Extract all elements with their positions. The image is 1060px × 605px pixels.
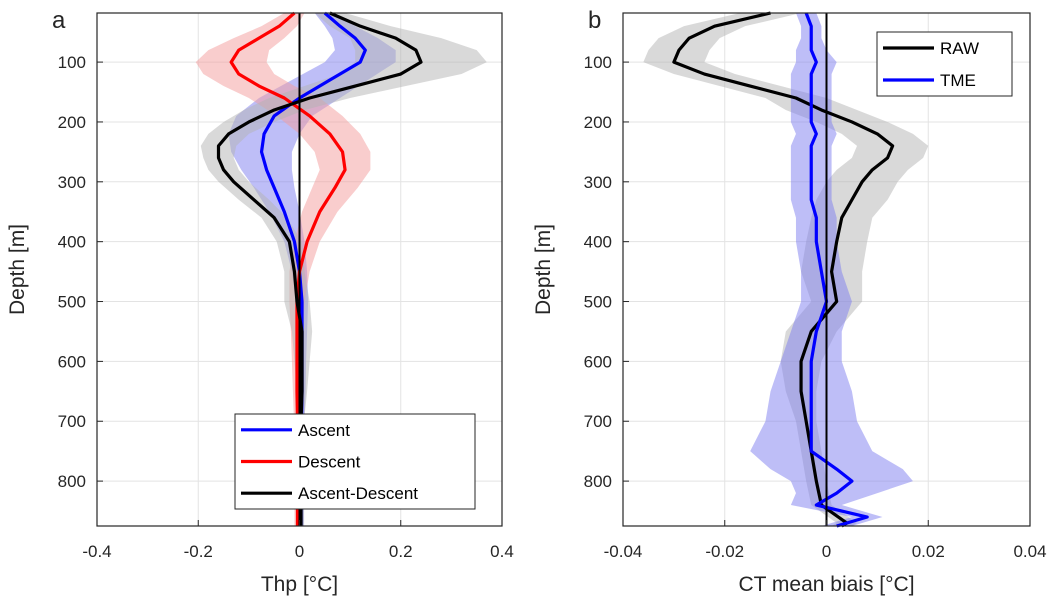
- panel-a-y-tick-label: 700: [58, 412, 86, 431]
- panel-b: -0.04 -0.02 0 0.02 0.04 100 200 300 400 500 600 700…: [532, 7, 1047, 596]
- panel-b-band-raw: [643, 13, 929, 526]
- panel-a-y-tick-label: 200: [58, 113, 86, 132]
- panel-a-legend-label: Ascent: [298, 421, 350, 440]
- panel-a-y-axis-label: Depth [m]: [6, 224, 29, 315]
- panel-a-band-descent: [195, 13, 371, 526]
- panel-a-legend-label: Ascent-Descent: [298, 484, 418, 503]
- panel-b-legend-label: TME: [940, 71, 976, 90]
- panel-b-ticks: -0.04 -0.02 0 0.02 0.04 100 200 300 400 500 600 700…: [584, 53, 1047, 561]
- panel-a-y-tick-label: 800: [58, 472, 86, 491]
- panel-a-x-tick-label: -0.4: [82, 542, 111, 561]
- panel-b-line-raw: [672, 11, 895, 528]
- panel-a-y-tick-label: 400: [58, 233, 86, 252]
- panel-b-y-tick-label: 500: [584, 293, 612, 312]
- panel-a-y-tick-label: 600: [58, 352, 86, 371]
- panel-b-x-tick-label: -0.04: [604, 542, 643, 561]
- panel-a-letter: a: [52, 7, 66, 34]
- panel-b-x-tick-label: -0.02: [705, 542, 744, 561]
- panel-a-line-ascent-descent: [216, 11, 423, 526]
- panel-b-line-tme: [804, 12, 869, 528]
- panel-a-legend-label: Descent: [298, 453, 361, 472]
- panel-b-letter: b: [588, 7, 601, 34]
- panel-b-x-tick-label: 0: [822, 542, 831, 561]
- panel-a-bands: [195, 13, 487, 526]
- panel-a-legend: Ascent Descent Ascent-Descent: [234, 413, 476, 510]
- panel-b-y-tick-label: 800: [584, 472, 612, 491]
- panel-a-y-tick-label: 300: [58, 173, 86, 192]
- panel-b-x-tick-label: 0.04: [1013, 542, 1046, 561]
- panel-b-y-tick-label: 700: [584, 412, 612, 431]
- panel-a-x-tick-label: 0.2: [389, 542, 413, 561]
- panel-a-x-tick-label: 0.4: [490, 542, 514, 561]
- panel-b-legend-label: RAW: [940, 39, 979, 58]
- panel-b-y-axis-label: Depth [m]: [532, 224, 555, 315]
- panel-b-x-tick-label: 0.02: [912, 542, 945, 561]
- panel-a-x-tick-label: -0.2: [184, 542, 213, 561]
- panel-a-band-ascent-descent: [200, 13, 487, 526]
- panel-a-x-tick-label: 0: [295, 542, 304, 561]
- panel-b-x-axis-label: CT mean biais [°C]: [738, 573, 914, 596]
- panel-b-y-tick-label: 100: [584, 53, 612, 72]
- panel-a-band-ascent: [228, 13, 396, 526]
- panel-b-y-tick-label: 600: [584, 352, 612, 371]
- panel-b-legend-box: [876, 31, 1013, 97]
- panel-a-x-axis-label: Thp [°C]: [261, 573, 338, 596]
- panel-b-y-tick-label: 200: [584, 113, 612, 132]
- panel-a-y-tick-label: 500: [58, 293, 86, 312]
- panel-b-y-tick-label: 400: [584, 233, 612, 252]
- panel-a-ticks: -0.4 -0.2 0 0.2 0.4 100 200 300 400 500 600 700 800: [58, 53, 514, 561]
- panel-b-legend: RAW TME: [876, 31, 1013, 97]
- panel-a-y-tick-label: 100: [58, 53, 86, 72]
- panel-a: -0.4 -0.2 0 0.2 0.4100200300400500600700800 …: [6, 7, 514, 596]
- panel-b-y-tick-label: 300: [584, 173, 612, 192]
- panel-b-lines: [672, 11, 895, 528]
